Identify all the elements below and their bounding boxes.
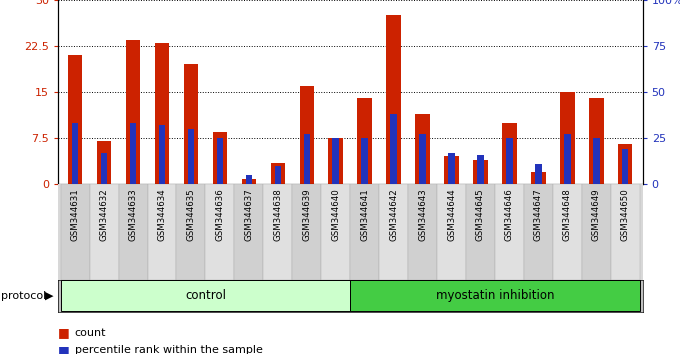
Bar: [611, 184, 640, 280]
Bar: [148, 184, 177, 280]
Bar: [386, 15, 401, 184]
Bar: [495, 184, 524, 280]
Text: percentile rank within the sample: percentile rank within the sample: [75, 346, 262, 354]
Bar: [448, 153, 455, 184]
Bar: [560, 92, 575, 184]
Text: GSM344645: GSM344645: [476, 188, 485, 241]
Bar: [101, 153, 107, 184]
Bar: [622, 149, 628, 184]
Bar: [361, 138, 368, 184]
Bar: [97, 141, 112, 184]
Bar: [420, 135, 426, 184]
Bar: [350, 280, 640, 311]
Bar: [328, 138, 343, 184]
Bar: [321, 184, 350, 280]
Bar: [235, 184, 263, 280]
Bar: [303, 135, 310, 184]
Bar: [350, 184, 379, 280]
Text: GSM344643: GSM344643: [418, 188, 427, 241]
Text: GSM344640: GSM344640: [331, 188, 340, 241]
Text: GSM344648: GSM344648: [563, 188, 572, 241]
Bar: [68, 55, 82, 184]
Text: GSM344649: GSM344649: [592, 188, 600, 240]
Bar: [582, 184, 611, 280]
Bar: [466, 184, 495, 280]
Text: GSM344635: GSM344635: [186, 188, 195, 241]
Bar: [188, 129, 194, 184]
Bar: [155, 43, 169, 184]
Text: GSM344642: GSM344642: [389, 188, 398, 241]
Bar: [531, 172, 545, 184]
Bar: [72, 123, 78, 184]
Text: GSM344644: GSM344644: [447, 188, 456, 241]
Bar: [473, 160, 488, 184]
Bar: [158, 125, 165, 184]
Text: ■: ■: [58, 326, 69, 339]
Bar: [118, 184, 148, 280]
Text: GSM344637: GSM344637: [244, 188, 254, 241]
Bar: [263, 184, 292, 280]
Bar: [444, 156, 459, 184]
Text: GSM344650: GSM344650: [621, 188, 630, 241]
Bar: [618, 144, 632, 184]
Bar: [241, 179, 256, 184]
Text: GSM344639: GSM344639: [303, 188, 311, 240]
Bar: [379, 184, 408, 280]
Bar: [275, 166, 281, 184]
Text: GSM344631: GSM344631: [71, 188, 80, 241]
Bar: [333, 138, 339, 184]
Bar: [506, 138, 513, 184]
Bar: [593, 138, 600, 184]
Bar: [205, 184, 235, 280]
Text: GSM344647: GSM344647: [534, 188, 543, 241]
Text: GSM344646: GSM344646: [505, 188, 514, 241]
Bar: [524, 184, 553, 280]
Bar: [213, 132, 227, 184]
Text: myostatin inhibition: myostatin inhibition: [436, 289, 554, 302]
Bar: [299, 86, 314, 184]
Bar: [589, 98, 604, 184]
Bar: [437, 184, 466, 280]
Bar: [126, 40, 140, 184]
Text: GSM344641: GSM344641: [360, 188, 369, 241]
Bar: [553, 184, 582, 280]
Bar: [535, 164, 542, 184]
Bar: [184, 64, 198, 184]
Bar: [177, 184, 205, 280]
Bar: [90, 184, 118, 280]
Text: GSM344636: GSM344636: [216, 188, 224, 241]
Bar: [271, 162, 285, 184]
Bar: [408, 184, 437, 280]
Text: count: count: [75, 328, 106, 338]
Bar: [415, 114, 430, 184]
Bar: [503, 123, 517, 184]
Text: GSM344634: GSM344634: [158, 188, 167, 241]
Bar: [130, 123, 136, 184]
Bar: [61, 184, 90, 280]
Bar: [292, 184, 321, 280]
Bar: [245, 175, 252, 184]
Text: ▶: ▶: [46, 291, 54, 301]
Bar: [390, 114, 397, 184]
Text: ■: ■: [58, 344, 69, 354]
Bar: [217, 138, 223, 184]
Text: GSM344632: GSM344632: [100, 188, 109, 241]
Text: protocol: protocol: [1, 291, 47, 301]
Bar: [358, 98, 372, 184]
Bar: [564, 135, 571, 184]
Bar: [61, 280, 350, 311]
Text: GSM344638: GSM344638: [273, 188, 282, 241]
Bar: [477, 155, 483, 184]
Text: GSM344633: GSM344633: [129, 188, 137, 241]
Text: control: control: [185, 289, 226, 302]
